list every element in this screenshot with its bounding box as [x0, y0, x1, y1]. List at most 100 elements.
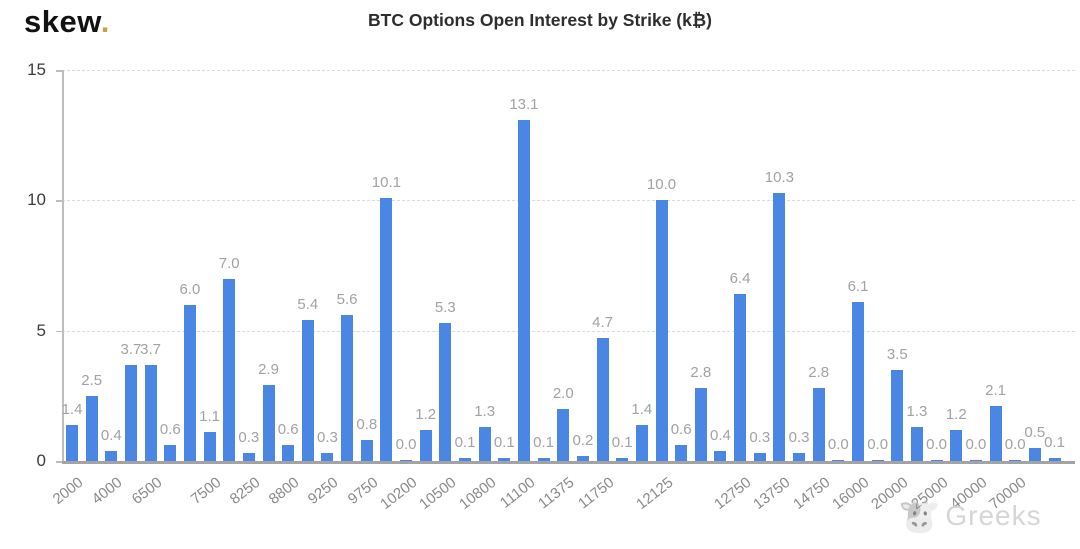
- bar-value-label: 1.4: [61, 400, 83, 418]
- bar-strike-9: [242, 453, 255, 461]
- cow-face-icon: 🐮: [898, 497, 942, 535]
- bar-value-label: 0.0: [827, 435, 849, 453]
- bar-strike-5: [164, 445, 177, 461]
- bar-strike-27: [596, 338, 609, 461]
- bar-strike-32: [694, 388, 707, 461]
- bar-value-label: 0.1: [533, 434, 555, 452]
- bar-value-label: 0.1: [611, 434, 633, 452]
- bar-strike-28: [616, 458, 629, 461]
- bar-strike-11: [282, 445, 295, 461]
- bar-strike-0: [66, 424, 78, 461]
- bar-strike-36: [773, 192, 786, 461]
- bar-value-label: 1.2: [415, 405, 437, 423]
- bar-strike-44: [930, 459, 943, 461]
- bar-strike-19: [439, 322, 452, 461]
- bar-value-label: 10.1: [371, 173, 401, 191]
- bar-value-label: 5.4: [297, 296, 319, 314]
- bar-value-label: 0.5: [1024, 423, 1046, 441]
- bar-strike-41: [871, 459, 884, 461]
- bar-strike-6: [183, 304, 196, 461]
- bar-strike-25: [557, 408, 570, 461]
- bar-strike-22: [498, 458, 511, 461]
- skew-logo-dot: .: [100, 4, 110, 39]
- bar-value-label: 0.3: [317, 429, 338, 447]
- bar-strike-30: [655, 200, 668, 461]
- bar-value-label: 10.3: [764, 168, 794, 186]
- bar-value-label: 0.0: [1004, 435, 1026, 453]
- bar-value-label: 5.6: [336, 291, 358, 309]
- bar-strike-24: [537, 458, 550, 461]
- x-axis-baseline: [62, 461, 1075, 464]
- bar-strike-18: [419, 429, 432, 461]
- bar-strike-49: [1028, 447, 1041, 461]
- bar-strike-7: [203, 432, 216, 461]
- bar-strike-39: [832, 459, 845, 461]
- y-axis-label: 15: [27, 60, 46, 79]
- bar-value-label: 0.3: [238, 429, 260, 447]
- bar-value-label: 0.1: [454, 434, 476, 452]
- bar-strike-12: [301, 320, 314, 461]
- y-axis-label: 0: [36, 451, 46, 470]
- bar-value-label: 0.4: [100, 426, 122, 444]
- bar-strike-3: [124, 364, 137, 461]
- bar-value-label: 0.4: [710, 426, 731, 444]
- bar-strike-33: [714, 450, 727, 461]
- bar-value-label: 2.5: [81, 371, 103, 389]
- bar-value-label: 5.3: [434, 298, 456, 316]
- bar-strike-13: [321, 453, 334, 461]
- bar-value-label: 0.1: [1044, 434, 1065, 452]
- y-axis-label: 10: [27, 190, 46, 210]
- watermark-text: Greeks: [945, 500, 1042, 531]
- bar-strike-48: [1009, 459, 1022, 461]
- bar-value-label: 13.1: [509, 95, 539, 113]
- bar-value-label: 6.1: [847, 277, 869, 295]
- bar-strike-4: [144, 364, 157, 461]
- bar-value-label: 6.4: [729, 270, 751, 288]
- bar-value-label: 0.8: [356, 416, 378, 434]
- skew-logo-text: skew: [24, 4, 101, 39]
- bar-strike-38: [812, 388, 825, 461]
- bar-value-label: 0.3: [749, 429, 771, 447]
- bar-value-label: 6.0: [179, 280, 201, 298]
- bar-strike-2: [105, 450, 118, 461]
- bar-value-label: 10.0: [646, 176, 677, 194]
- bar-value-label: 2.8: [690, 364, 712, 381]
- bar-value-label: 0.0: [867, 435, 889, 453]
- y-axis-line: [62, 70, 64, 461]
- bar-value-label: 1.1: [199, 408, 220, 426]
- bar-strike-43: [910, 427, 923, 461]
- gridline-y5: [62, 330, 1075, 332]
- bar-value-label: 2.1: [985, 382, 1006, 400]
- bar-strike-26: [576, 455, 589, 461]
- bar-value-label: 0.2: [572, 431, 594, 449]
- bar-strike-29: [635, 424, 648, 461]
- bar-value-label: 0.0: [926, 435, 948, 453]
- skew-logo: skew.: [24, 4, 110, 40]
- bar-strike-1: [85, 395, 98, 461]
- bar-strike-17: [400, 459, 413, 461]
- bar-value-label: 0.3: [788, 429, 810, 447]
- bar-strike-34: [734, 294, 747, 461]
- bar-value-label: 0.6: [670, 421, 692, 439]
- gridline-y15: [62, 70, 1075, 71]
- bar-strike-23: [517, 119, 530, 461]
- chart-title: BTC Options Open Interest by Strike (k₿): [368, 10, 712, 30]
- bar-strike-14: [341, 315, 354, 461]
- bar-strike-8: [223, 278, 236, 461]
- bar-strike-46: [969, 459, 982, 461]
- bar-value-label: 2.0: [552, 384, 574, 402]
- bar-strike-21: [478, 427, 491, 461]
- y-axis-tick: [56, 70, 62, 72]
- bar-strike-35: [753, 453, 766, 461]
- bar-value-label: 1.2: [945, 405, 967, 423]
- bar-value-label: 7.0: [218, 254, 240, 272]
- bar-strike-40: [852, 301, 864, 461]
- bar-value-label: 0.6: [277, 421, 299, 439]
- bar-value-label: 4.7: [592, 314, 613, 332]
- bar-strike-47: [989, 406, 1002, 461]
- bar-value-label: 3.5: [886, 345, 908, 363]
- y-axis-tick: [56, 330, 62, 333]
- y-axis-label: 5: [36, 320, 46, 340]
